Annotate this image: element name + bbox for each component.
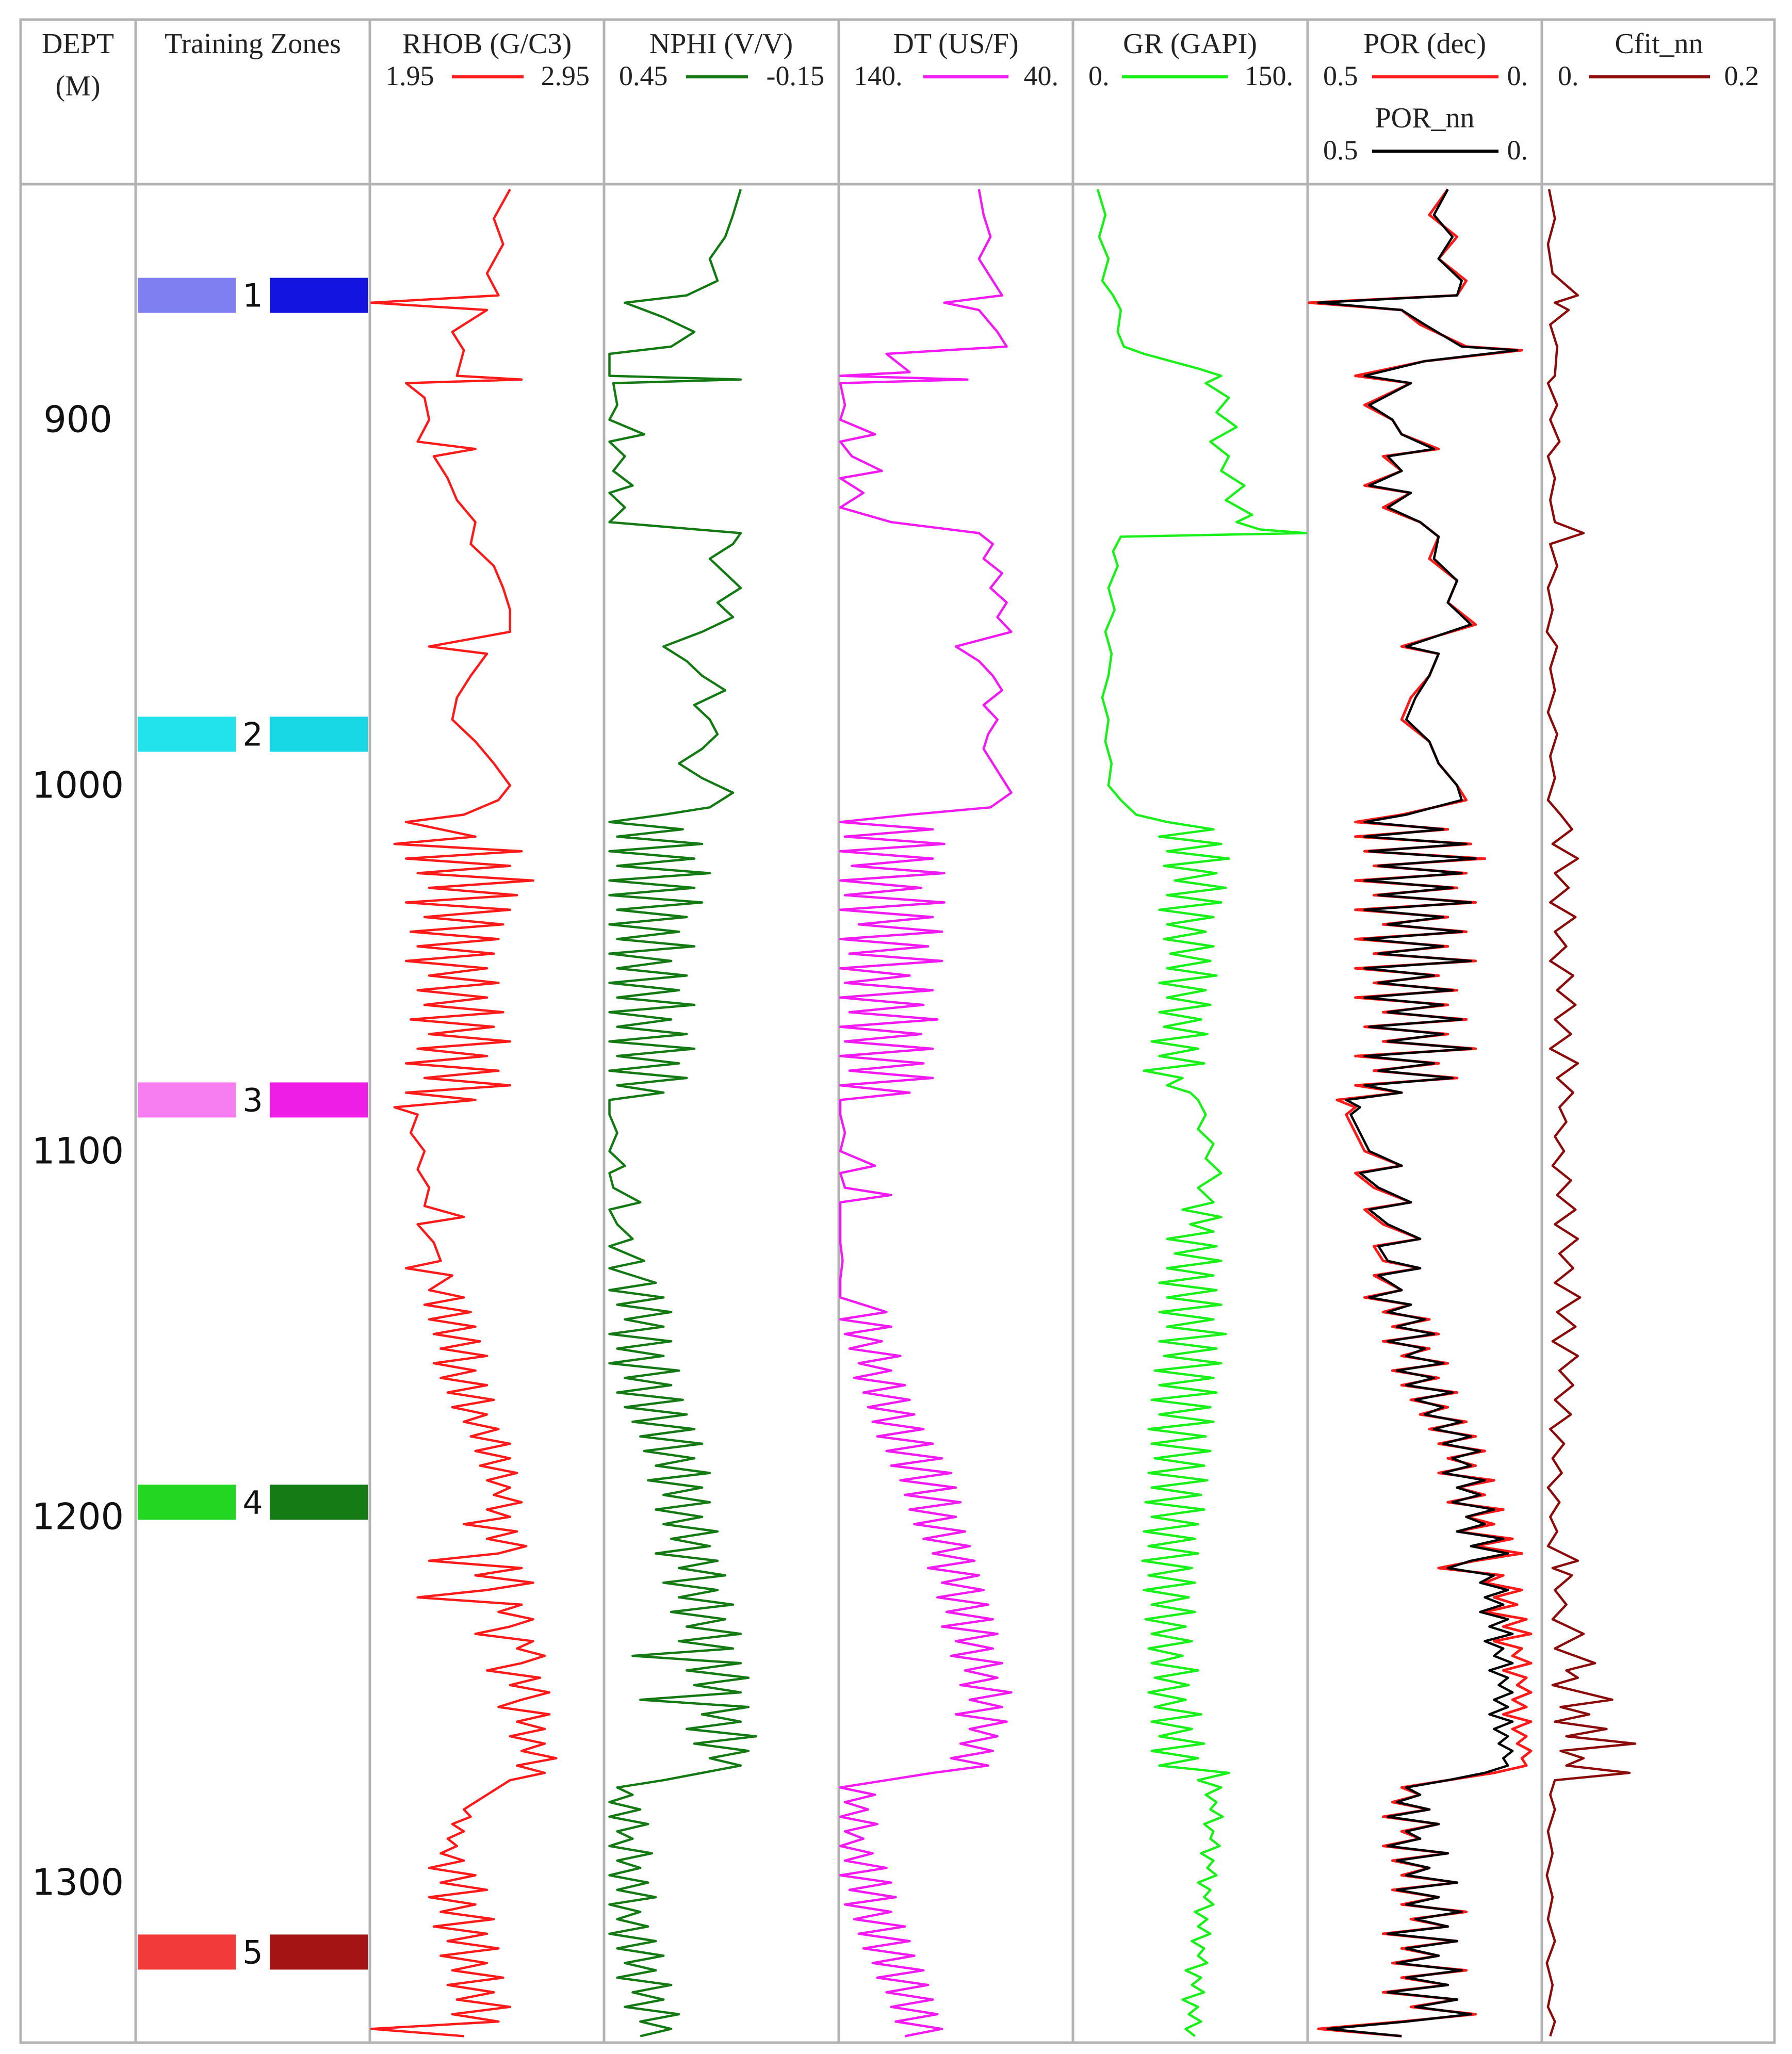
dt-scale-left: 140. <box>854 60 903 91</box>
gr-scale-right: 150. <box>1245 60 1294 91</box>
cfit-track-header: Cfit_nn 0. 0.2 <box>1558 28 1759 91</box>
por-nn-curve <box>1317 188 1519 2037</box>
por-scale-right: 0. <box>1507 60 1528 91</box>
gr-track-title: GR (GAPI) <box>1123 28 1257 60</box>
depth-axis: 900 1000 1100 1200 1300 <box>32 399 124 1904</box>
cfit-track-title: Cfit_nn <box>1615 28 1703 60</box>
training-zone-label: 2 <box>242 715 263 753</box>
dt-track-title: DT (US/F) <box>893 28 1018 60</box>
cfit-nn-curve <box>1545 189 1637 2037</box>
cfit-scale-left: 0. <box>1558 60 1579 91</box>
training-zone-label: 1 <box>242 277 263 315</box>
depth-track-unit: (M) <box>55 70 100 102</box>
por-curve <box>1308 188 1533 2037</box>
dt-track-header: DT (US/F) 140. 40. <box>854 28 1058 91</box>
depth-tick-1100: 1100 <box>32 1130 124 1172</box>
chart-frame <box>19 18 1776 2044</box>
rhob-track-title: RHOB (G/C3) <box>402 28 572 60</box>
training-zone-4: 4 <box>138 1484 368 1521</box>
log-curves <box>370 188 1637 2037</box>
nphi-scale-right: -0.15 <box>767 60 824 91</box>
depth-track-title: DEPT <box>42 28 114 60</box>
training-zone-3: 3 <box>138 1081 368 1119</box>
por-nn-scale-right: 0. <box>1507 135 1528 166</box>
gr-track-header: GR (GAPI) 0. 150. <box>1088 28 1293 91</box>
por-track-header: POR (dec) 0.5 0. POR_nn 0.5 0. <box>1323 28 1528 166</box>
rhob-scale-left: 1.95 <box>385 60 434 91</box>
training-zone-5: 5 <box>138 1933 368 1971</box>
dt-curve <box>839 189 1013 2037</box>
rhob-scale-right: 2.95 <box>541 60 590 91</box>
training-zone-2: 2 <box>138 715 368 753</box>
depth-tick-1200: 1200 <box>32 1496 124 1538</box>
gr-scale-left: 0. <box>1088 60 1110 91</box>
rhob-track-header: RHOB (G/C3) 1.95 2.95 <box>385 28 590 91</box>
depth-tick-900: 900 <box>43 399 112 441</box>
dt-scale-right: 40. <box>1024 60 1059 91</box>
training-zone-label: 3 <box>242 1081 263 1119</box>
nphi-track-title: NPHI (V/V) <box>649 28 793 60</box>
depth-tick-1000: 1000 <box>32 764 124 807</box>
por-nn-scale-left: 0.5 <box>1323 135 1358 166</box>
cfit-scale-right: 0.2 <box>1724 60 1760 91</box>
depth-tick-1300: 1300 <box>32 1862 124 1904</box>
training-zone-markers: 1 2 3 4 5 <box>138 277 368 1971</box>
nphi-track-header: NPHI (V/V) 0.45 -0.15 <box>619 28 824 91</box>
training-zone-label: 5 <box>242 1933 263 1971</box>
training-zones-title: Training Zones <box>165 28 341 60</box>
training-zone-1: 1 <box>138 277 368 315</box>
rhob-curve <box>370 188 558 2037</box>
training-zone-label: 4 <box>242 1484 263 1521</box>
nphi-scale-left: 0.45 <box>619 60 668 91</box>
por-track-title: POR (dec) <box>1363 28 1486 60</box>
nphi-curve <box>608 189 758 2037</box>
por-scale-left: 0.5 <box>1323 60 1358 91</box>
gr-curve <box>1096 189 1308 2037</box>
por-nn-track-title: POR_nn <box>1375 102 1475 134</box>
